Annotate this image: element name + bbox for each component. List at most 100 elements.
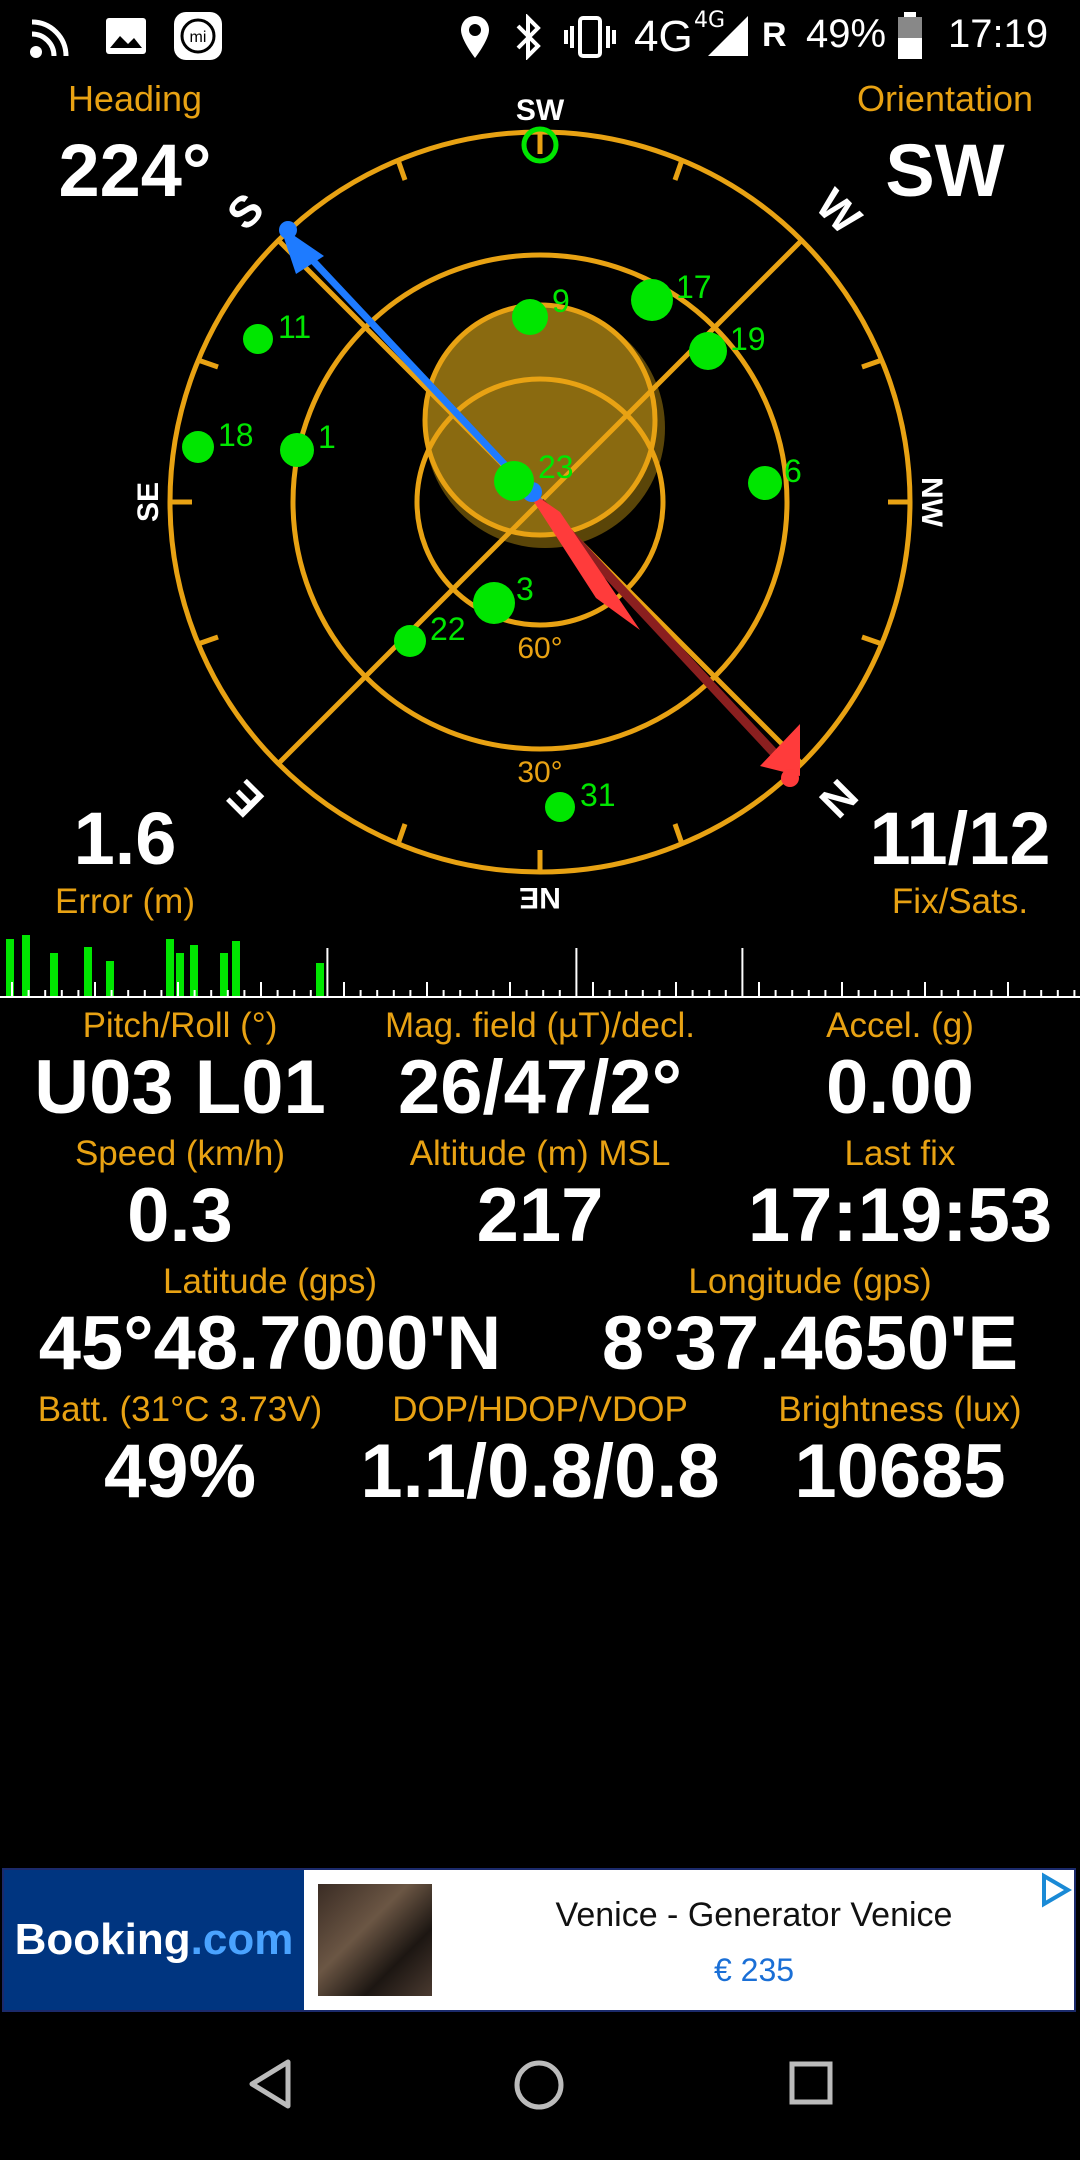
- altitude-cell: Altitude (m) MSL 217: [360, 1134, 720, 1258]
- clock: 17:19: [948, 12, 1049, 56]
- needle-north-arrow: [760, 724, 800, 776]
- roaming-indicator: R: [762, 16, 787, 54]
- brightness-value: 10685: [794, 1429, 1006, 1514]
- satellite-dot-23: [494, 461, 534, 501]
- signal-bar: [166, 939, 174, 997]
- heading-value: 224°: [58, 129, 212, 212]
- signal-bar: [22, 935, 30, 997]
- accel-value: 0.00: [826, 1045, 974, 1130]
- ad-title[interactable]: Venice - Generator Venice: [555, 1896, 953, 1934]
- location-icon: [461, 16, 489, 58]
- satellite-label-22: 22: [430, 611, 466, 647]
- pitch-roll-cell: Pitch/Roll (°) U03 L01: [0, 1006, 360, 1130]
- booking-logo[interactable]: Booking .com: [4, 1870, 304, 2010]
- last-fix-cell: Last fix 17:19:53: [720, 1134, 1080, 1258]
- satellite-dot-17: [631, 279, 673, 321]
- accel-cell: Accel. (g) 0.00: [720, 1006, 1080, 1130]
- needle-south-tip: [279, 221, 297, 239]
- adchoices-icon[interactable]: [1034, 1870, 1076, 1910]
- longitude-label: Longitude (gps): [688, 1262, 932, 1301]
- home-icon[interactable]: [512, 2058, 566, 2112]
- satellite-label-6: 6: [784, 453, 802, 489]
- mag-field-label: Mag. field (µT)/decl.: [385, 1006, 695, 1045]
- needle-north-tip: [781, 769, 799, 787]
- signal-bar: [84, 947, 92, 997]
- pitch-roll-label: Pitch/Roll (°): [82, 1006, 278, 1045]
- network-type: 4G: [634, 12, 693, 61]
- dop-label: DOP/HDOP/VDOP: [392, 1390, 688, 1429]
- longitude-value: 8°37.4650'E: [601, 1301, 1019, 1386]
- orientation-value: SW: [885, 129, 1005, 212]
- signal-bar: [220, 953, 228, 997]
- signal-bar: [176, 953, 184, 997]
- satellite-label-23: 23: [538, 449, 574, 485]
- satellite-label-31: 31: [580, 777, 616, 813]
- latitude-cell: Latitude (gps) 45°48.7000'N: [0, 1262, 540, 1386]
- satellite-dot-31: [545, 792, 575, 822]
- satellites: [182, 279, 782, 822]
- direction-label-top: SW: [516, 94, 565, 127]
- error-value: 1.6: [73, 797, 177, 880]
- satellite-label-1: 1: [318, 419, 336, 455]
- latitude-value: 45°48.7000'N: [38, 1301, 502, 1386]
- brightness-label: Brightness (lux): [778, 1390, 1022, 1429]
- back-icon[interactable]: [246, 2058, 294, 2110]
- signal-bar: [316, 963, 324, 997]
- satellite-label-18: 18: [218, 417, 254, 453]
- signal-bar: [106, 961, 114, 997]
- satellite-dot-9: [512, 299, 548, 335]
- direction-label-upper-left: S: [218, 184, 273, 239]
- altitude-value: 217: [476, 1173, 604, 1258]
- ad-banner[interactable]: Booking .com Venice - Generator Venice € …: [2, 1868, 1076, 2012]
- satellite-label-19: 19: [730, 321, 766, 357]
- speed-label: Speed (km/h): [74, 1134, 286, 1173]
- latitude-label: Latitude (gps): [162, 1262, 378, 1301]
- direction-label-left: SE: [132, 482, 165, 522]
- mi-app-icon: mi: [174, 12, 222, 60]
- satellite-dot-3: [473, 582, 515, 624]
- satellite-label-3: 3: [516, 571, 534, 607]
- north-fix-marker: [521, 126, 559, 164]
- vibrate-icon: [564, 16, 616, 58]
- satellite-signal-chart: [0, 935, 1080, 998]
- needle-south-line: [283, 229, 543, 505]
- mag-field-cell: Mag. field (µT)/decl. 26/47/2°: [360, 1006, 720, 1130]
- battery-icon: [898, 12, 922, 59]
- satellite-dot-11: [243, 324, 273, 354]
- speed-cell: Speed (km/h) 0.3: [0, 1134, 360, 1258]
- last-fix-label: Last fix: [844, 1134, 956, 1173]
- direction-label-bottom: NE: [519, 881, 561, 910]
- recents-icon[interactable]: [788, 2060, 834, 2106]
- ad-price[interactable]: € 235: [713, 1952, 795, 1988]
- fix-label: Fix/Sats.: [891, 882, 1029, 921]
- satellite-label-17: 17: [676, 269, 712, 305]
- direction-label-upper-right: W: [806, 180, 870, 244]
- cast-icon: [30, 19, 69, 58]
- hotel-thumbnail[interactable]: [318, 1884, 432, 1996]
- elevation-60-ring: [414, 376, 666, 628]
- mag-field-value: 26/47/2°: [398, 1045, 682, 1130]
- last-fix-value: 17:19:53: [747, 1173, 1053, 1258]
- accel-label: Accel. (g): [826, 1006, 974, 1045]
- speed-value: 0.3: [127, 1173, 233, 1258]
- elevation-label-30: 30°: [517, 756, 562, 789]
- battery-label: Batt. (31°C 3.73V): [37, 1390, 323, 1429]
- error-label: Error (m): [55, 882, 195, 921]
- satellite-dot-18: [182, 431, 214, 463]
- satellite-dot-1: [280, 433, 314, 467]
- battery-cell: Batt. (31°C 3.73V) 49%: [0, 1390, 360, 1514]
- satellite-label-11: 11: [278, 309, 311, 345]
- bluetooth-icon: [516, 14, 541, 60]
- dop-cell: DOP/HDOP/VDOP 1.1/0.8/0.8: [340, 1390, 740, 1514]
- heading-label: Heading: [67, 78, 203, 119]
- needle-north-head: [525, 488, 640, 630]
- elevation-30-ring: [290, 252, 790, 752]
- battery-percent: 49%: [806, 12, 887, 56]
- elevation-label-60: 60°: [517, 632, 562, 665]
- signal-bar: [6, 939, 14, 997]
- status-bar: mi 4G 4G R 49% 17:19: [0, 0, 1080, 74]
- signal-bar: [232, 941, 240, 997]
- satellite-dot-22: [394, 625, 426, 657]
- longitude-cell: Longitude (gps) 8°37.4650'E: [540, 1262, 1080, 1386]
- signal-icon: [708, 16, 748, 56]
